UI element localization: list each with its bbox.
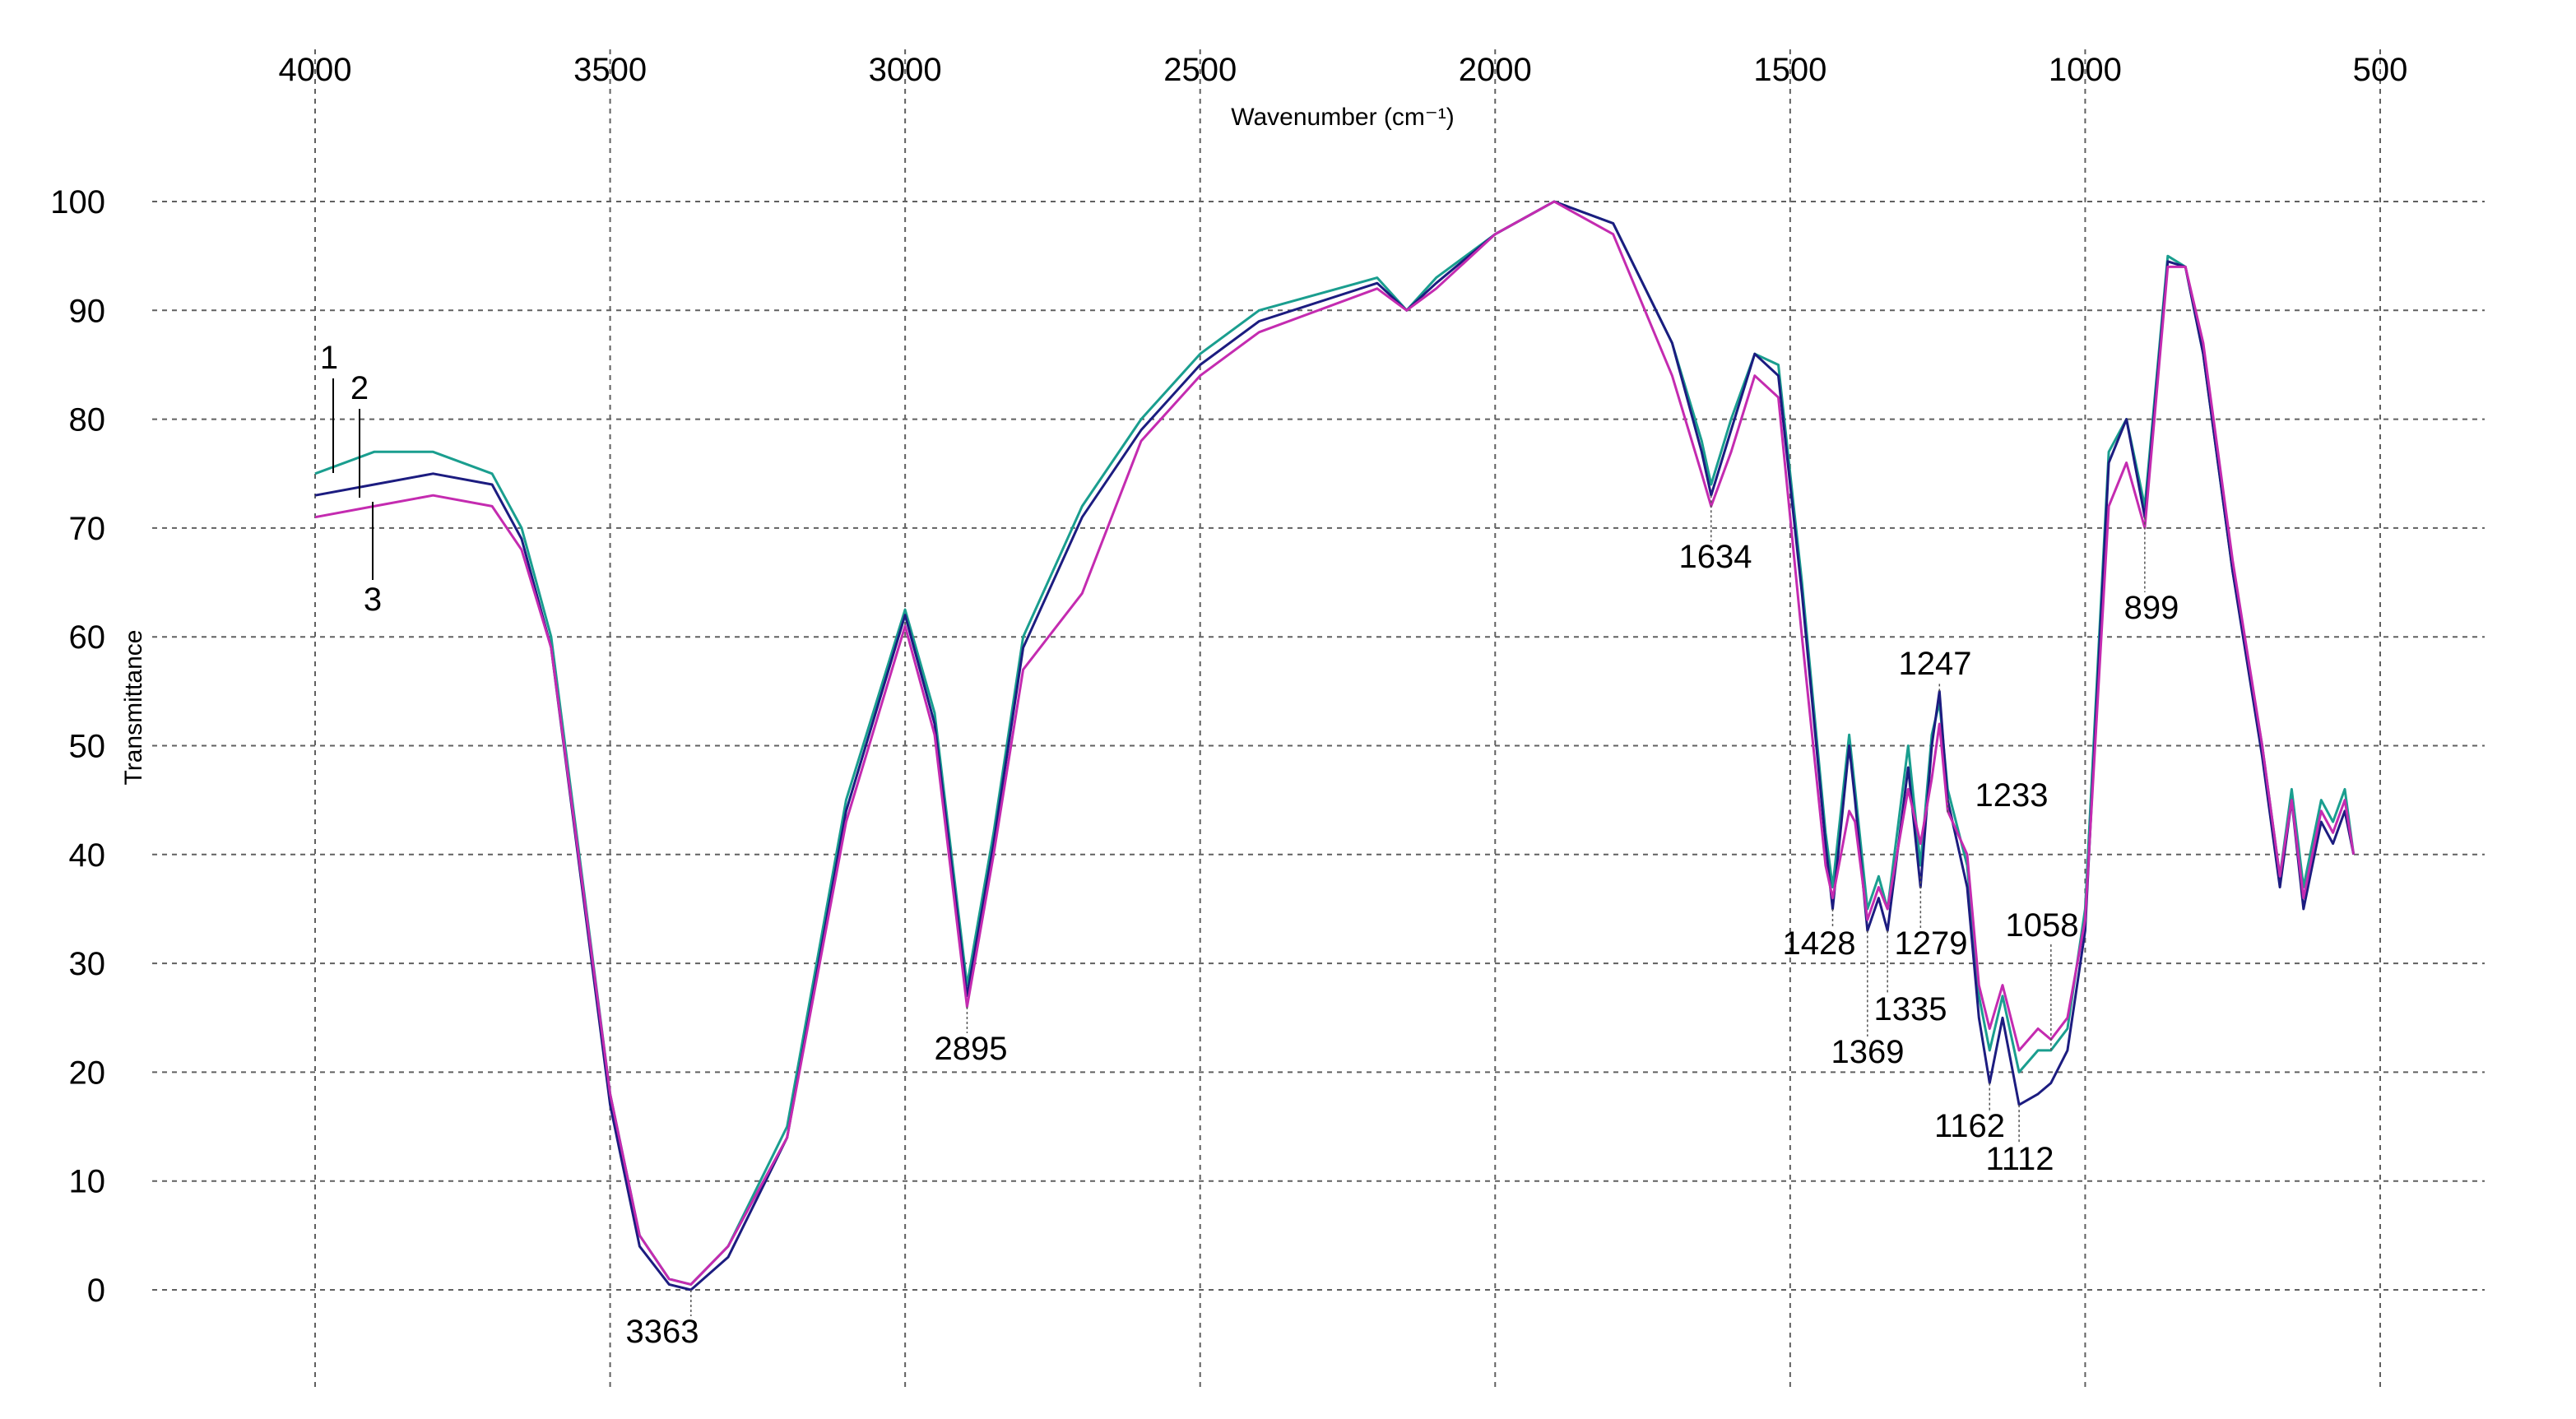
peak-annotation-label: 1279 (1895, 925, 1968, 962)
x-tick-label: 3500 (573, 52, 647, 88)
peak-annotation-label: 2895 (935, 1031, 1008, 1067)
y-tick-label: 80 (69, 402, 106, 438)
series-layer (314, 200, 2356, 1291)
series-number-label: 2 (350, 370, 369, 406)
annotation-layer: 12 3 3363 2895 1634 1428 1369 1335 1279 1247 1233 1… (320, 340, 2179, 1350)
x-tick-label: 1000 (2049, 52, 2122, 88)
x-tick-label: 3000 (869, 52, 942, 88)
peak-annotation-label: 1058 (2006, 907, 2079, 944)
x-tick-label: 500 (2353, 52, 2408, 88)
y-tick-label: 30 (69, 946, 106, 982)
peak-annotation-label: 1335 (1874, 991, 1947, 1027)
peak-annotation-label: 1162 (1934, 1108, 2005, 1144)
y-tick-label: 40 (69, 837, 106, 874)
y-tick-label: 20 (69, 1055, 106, 1091)
y-tick-label: 100 (50, 184, 105, 220)
y-tick-label: 10 (69, 1164, 106, 1200)
peak-annotation-label: 3363 (626, 1314, 699, 1350)
series-number-label: 3 (364, 582, 382, 618)
x-tick-label: 1500 (1753, 52, 1826, 88)
peak-annotation-label: 1247 (1899, 646, 1972, 682)
y-axis-title: Transmittance (120, 630, 147, 786)
peak-annotation-label: 1233 (1975, 777, 2049, 814)
x-tick-label: 2000 (1459, 52, 1532, 88)
series-line-1 (314, 200, 2356, 1286)
y-tick-label: 60 (69, 619, 106, 656)
peak-annotation-label: 1112 (1985, 1141, 2054, 1177)
x-tick-label: 2500 (1163, 52, 1237, 88)
y-tick-label: 50 (69, 729, 106, 765)
series-number-label: 1 (320, 340, 338, 376)
y-tick-label: 70 (69, 511, 106, 547)
y-tick-label: 0 (87, 1273, 105, 1309)
grid-layer (152, 49, 2485, 1390)
peak-annotation-label: 1634 (1679, 539, 1752, 575)
peak-annotation-label: 1369 (1831, 1034, 1905, 1070)
series-line-3 (314, 200, 2356, 1286)
x-axis-title: Wavenumber (cm⁻¹) (1231, 104, 1454, 131)
peak-annotation-label: 899 (2124, 590, 2179, 626)
y-tick-label: 90 (69, 293, 106, 329)
peak-annotation-label: 1428 (1783, 925, 1856, 962)
x-tick-label: 4000 (279, 52, 352, 88)
